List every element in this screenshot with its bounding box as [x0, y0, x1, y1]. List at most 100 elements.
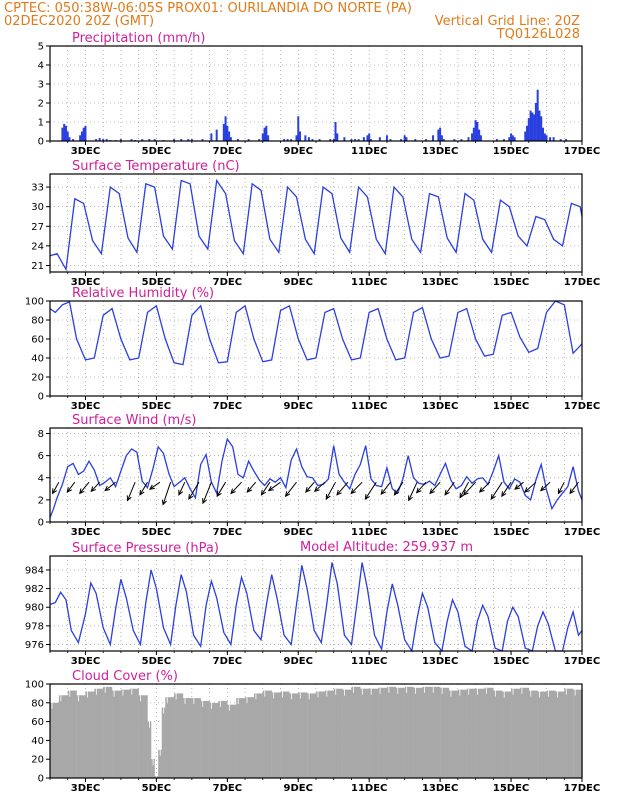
wind-arrow: [380, 481, 391, 495]
precip-bar: [229, 137, 232, 141]
precip-bar: [336, 133, 339, 141]
cloud-bar: [271, 692, 281, 778]
wind-arrow: [540, 481, 551, 491]
cloud-bar: [351, 686, 361, 778]
pres-line: [49, 562, 583, 653]
wind-arrowhead: [161, 499, 167, 506]
wind-arrowhead: [524, 487, 530, 493]
precip-bar: [437, 129, 440, 141]
cloud-bar: [511, 688, 521, 778]
precip-bar: [474, 120, 477, 141]
xtick-label: 7DEC: [213, 277, 242, 288]
ytick-label: 1: [38, 118, 44, 129]
wind-arrowhead: [380, 489, 386, 495]
header-line1: CPTEC: 050:38W-06:05S PROX01: OURILANDIA…: [4, 1, 412, 16]
precip-bar: [258, 139, 261, 141]
precip-bar: [318, 139, 321, 141]
wind-arrow: [429, 481, 441, 494]
precip-bar: [385, 135, 388, 141]
wind-arrowhead: [126, 495, 132, 502]
wind-arrow: [394, 481, 404, 496]
precip-bar: [265, 125, 268, 141]
precip-title: Precipitation (mm/h): [72, 31, 205, 46]
wind-arrowhead: [393, 489, 400, 496]
precip-bar: [534, 103, 537, 141]
xtick-label: 15DEC: [493, 656, 529, 667]
precip-bar: [63, 123, 66, 141]
cloud-bar: [103, 686, 113, 778]
cloud-bar: [158, 749, 162, 778]
xtick-label: 13DEC: [422, 146, 458, 157]
xtick-label: 13DEC: [422, 401, 458, 412]
precip-bar: [536, 89, 539, 141]
wind-arrow: [79, 481, 90, 494]
cloud-bar: [191, 698, 201, 778]
precip-bar: [210, 133, 213, 141]
precip-bar: [479, 135, 482, 141]
cloud-bar: [378, 687, 388, 778]
precip-bar: [559, 139, 562, 141]
wind-arrow: [66, 481, 76, 493]
cloud-bar: [413, 687, 423, 778]
wind-arrowhead: [216, 491, 222, 498]
precip-bar: [304, 135, 307, 141]
wind-arrow: [569, 481, 579, 494]
cloud-bar: [546, 690, 556, 778]
cloud-bar: [227, 704, 237, 778]
cloud-bar: [431, 686, 441, 778]
ytick-label: 8: [38, 429, 44, 440]
ytick-label: 2: [38, 99, 44, 110]
wind-arrow: [305, 481, 315, 493]
xtick-label: 11DEC: [351, 656, 387, 667]
wind-arrow: [364, 481, 377, 500]
precip-bar: [119, 139, 122, 141]
xtick-label: 7DEC: [213, 527, 242, 538]
wind-arrow: [285, 481, 297, 497]
wind-arrow: [246, 481, 257, 493]
ytick-label: 20: [31, 755, 44, 766]
precip-bar: [565, 139, 568, 141]
ytick-label: 80: [31, 316, 44, 327]
ytick-label: 978: [25, 621, 44, 632]
precip-bar: [511, 135, 514, 141]
xtick-label: 7DEC: [213, 146, 242, 157]
xtick-label: 17DEC: [564, 401, 600, 412]
precip-bar: [524, 131, 527, 141]
ytick-label: 6: [38, 451, 44, 462]
xtick-label: 15DEC: [493, 401, 529, 412]
xtick-label: 11DEC: [351, 146, 387, 157]
wind-arrow: [479, 481, 491, 493]
precip-bar: [366, 135, 369, 141]
xtick-label: 17DEC: [564, 656, 600, 667]
precip-bar: [543, 133, 546, 141]
wind-arrowhead: [459, 492, 465, 499]
wind-arrow: [463, 481, 476, 496]
temp-title: Surface Temperature (nC): [72, 159, 240, 174]
xtick-label: 9DEC: [284, 146, 313, 157]
wind-arrow: [459, 481, 469, 498]
xtick-label: 11DEC: [351, 783, 387, 794]
ytick-label: 2: [38, 495, 44, 506]
precip-bar: [64, 125, 67, 141]
precip-bar: [508, 137, 511, 141]
wind-arrowhead: [284, 491, 291, 498]
cloud-bar: [58, 695, 68, 778]
wind-arrow: [444, 481, 455, 496]
cloud-bar: [147, 721, 152, 778]
precip-bar: [84, 125, 87, 141]
xtick-label: 17DEC: [564, 527, 600, 538]
ytick-label: 100: [25, 680, 44, 691]
cloud-bar: [493, 690, 503, 778]
precip-bar: [148, 139, 151, 141]
precip-bar: [471, 133, 474, 141]
xtick-label: 3DEC: [71, 656, 100, 667]
precip-bar: [105, 139, 108, 141]
header-model-id: TQ0126L028: [496, 27, 580, 42]
wind-arrow: [261, 481, 271, 496]
ytick-label: 980: [25, 603, 44, 614]
precip-bar: [343, 137, 346, 141]
cloud-bar: [218, 700, 228, 778]
xtick-label: 13DEC: [422, 277, 458, 288]
precip-bar: [432, 135, 435, 141]
